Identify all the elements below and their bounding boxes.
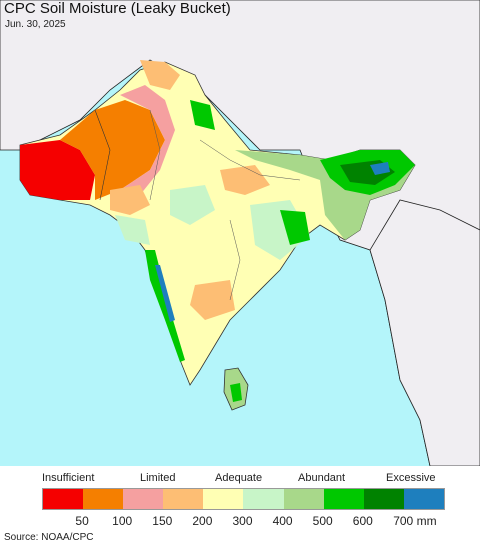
- legend-category-excessive: Excessive: [386, 472, 436, 484]
- region-westcoast-excessive: [155, 265, 175, 322]
- legend-color-bar: [42, 488, 445, 510]
- soil-moisture-map: CPC Soil Moisture (Leaky Bucket) Jun. 30…: [0, 0, 480, 466]
- southeast-land: [369, 199, 480, 466]
- region-westcoast-green: [145, 250, 185, 362]
- legend-swatch-5: [243, 489, 284, 509]
- legend-category-limited: Limited: [140, 472, 176, 484]
- legend-category-insufficient: Insufficient: [42, 472, 95, 484]
- source-credit: Source: NOAA/CPC: [4, 532, 94, 543]
- border-internal-3: [229, 219, 241, 301]
- legend-category-abundant: Abundant: [298, 472, 346, 484]
- map-title: CPC Soil Moisture (Leaky Bucket): [4, 0, 231, 17]
- legend-tick-label: 100: [112, 514, 133, 528]
- region-north-tan: [140, 60, 180, 90]
- region-dry-pink: [120, 85, 175, 195]
- legend-tick-label: 150: [152, 514, 173, 528]
- region-north-green: [190, 100, 215, 130]
- map-date: Jun. 30, 2025: [5, 19, 66, 30]
- region-central-lightgreen: [170, 185, 215, 225]
- legend-tick-label: 300: [232, 514, 253, 528]
- legend-tick-label: 500: [312, 514, 333, 528]
- legend-swatch-8: [363, 489, 404, 509]
- border-internal-2: [199, 139, 301, 181]
- region-east-green: [280, 210, 310, 245]
- legend-swatch-1: [83, 489, 124, 509]
- region-south-tan: [190, 280, 235, 320]
- legend-tick-label: 50: [75, 514, 89, 528]
- legend-tick-label: 200: [192, 514, 213, 528]
- region-northeast-excessive: [370, 162, 390, 175]
- legend-swatch-2: [123, 489, 164, 509]
- legend-tick-label: 400: [272, 514, 293, 528]
- border-pak-india: [94, 109, 111, 201]
- region-very-dry: [60, 100, 165, 200]
- legend-category-adequate: Adequate: [215, 472, 263, 484]
- map-canvas: [0, 0, 480, 466]
- legend-swatch-6: [283, 489, 324, 509]
- legend-swatch-7: [323, 489, 364, 509]
- legend-swatch-0: [43, 489, 84, 509]
- region-gujarat-lightgreen: [115, 215, 150, 245]
- legend: Insufficient Limited Adequate Abundant E…: [0, 466, 480, 549]
- sri-lanka-green: [230, 383, 242, 402]
- legend-swatch-3: [163, 489, 204, 509]
- legend-tick-label: 700 mm: [393, 514, 437, 528]
- region-central-tan: [220, 165, 270, 195]
- legend-swatch-9: [403, 489, 444, 509]
- region-insufficient-west: [20, 140, 95, 200]
- legend-tick-label: 600: [352, 514, 373, 528]
- border-internal-1: [149, 109, 161, 201]
- region-west-tan: [110, 185, 150, 215]
- legend-swatch-4: [203, 489, 244, 509]
